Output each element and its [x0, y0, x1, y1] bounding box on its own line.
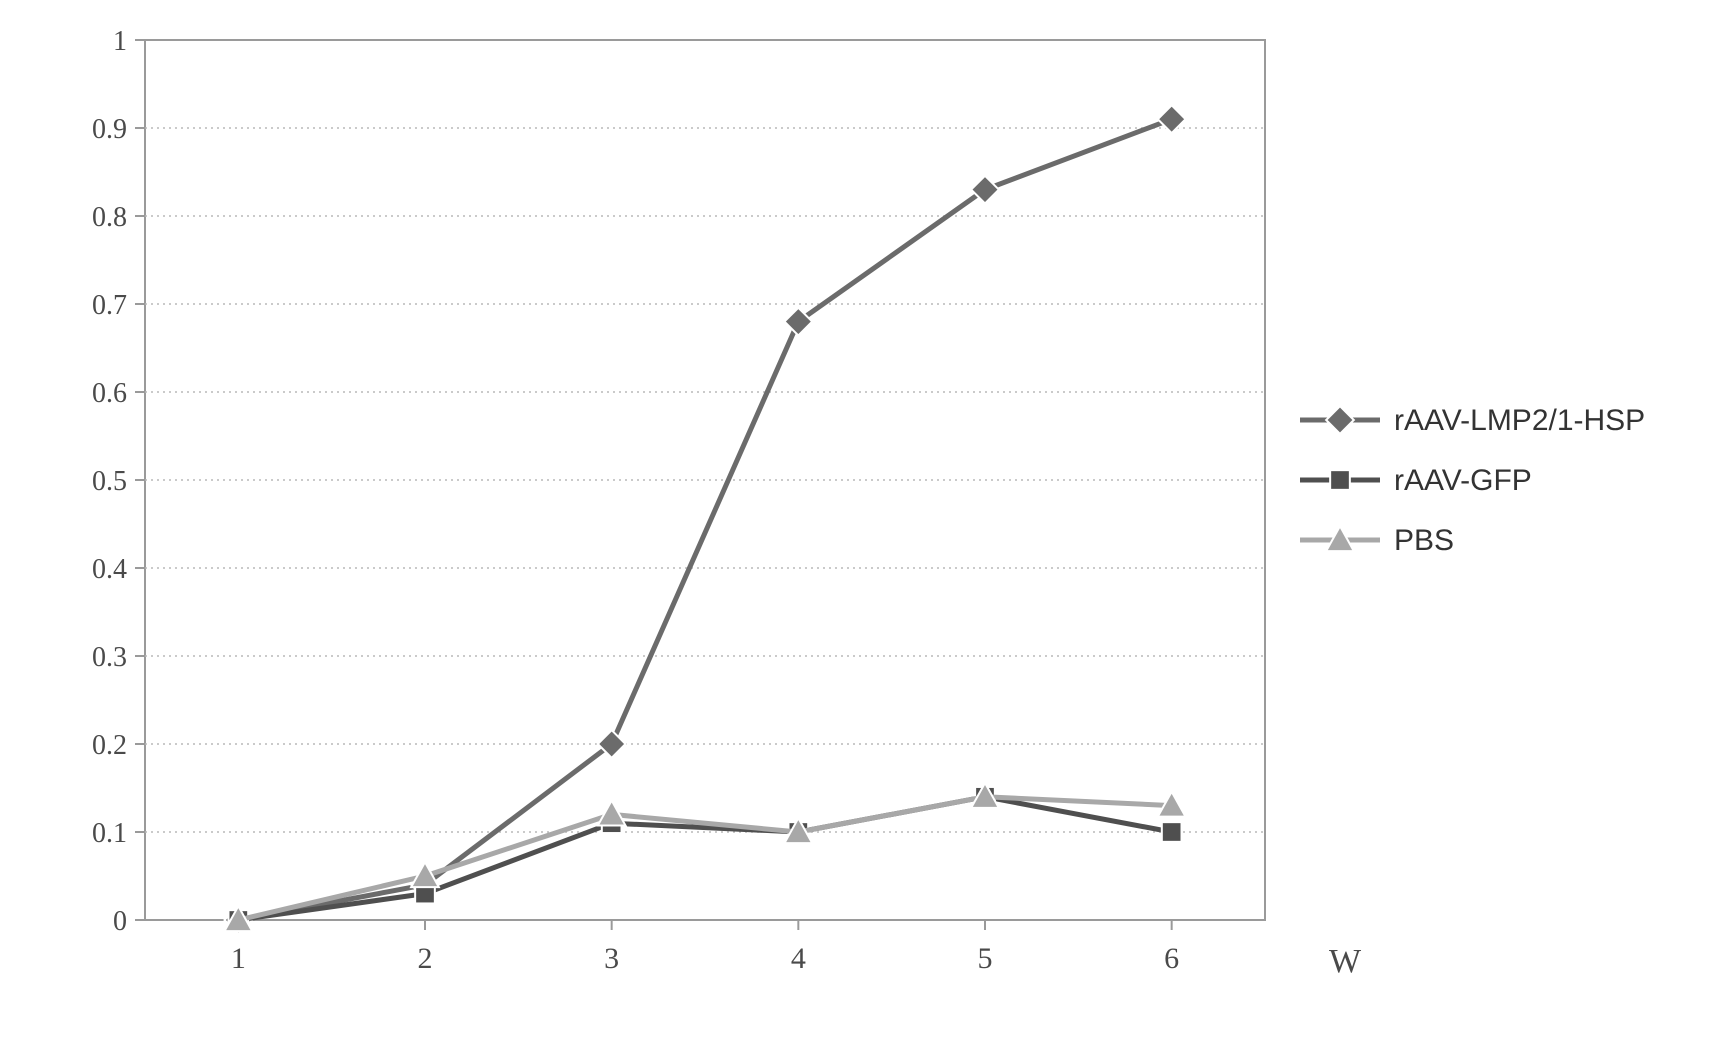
series-line-rAAV-GFP: [238, 797, 1171, 920]
chart-svg: 0 0.1 0.2 0.3 0.4 0.5 0.6 0.7 0.8 0.9 1 1 2 3 4 5 6 WrAAV…: [0, 0, 1734, 1056]
y-tick-label: 0.2: [92, 730, 127, 761]
y-tick-label: 0.5: [92, 466, 127, 497]
line-chart: 0 0.1 0.2 0.3 0.4 0.5 0.6 0.7 0.8 0.9 1 1 2 3 4 5 6 WrAAV…: [0, 0, 1734, 1056]
x-tick-label: 1: [231, 942, 246, 975]
x-tick-label: 2: [418, 942, 433, 975]
y-tick-label: 0.1: [92, 818, 127, 849]
legend-label: PBS: [1394, 524, 1454, 557]
y-tick-label: 0: [113, 906, 127, 937]
x-tick-label: 4: [791, 942, 806, 975]
x-axis-title: W: [1329, 943, 1362, 980]
legend-label: rAAV-GFP: [1394, 464, 1532, 497]
legend-label: rAAV-LMP2/1-HSP: [1394, 404, 1645, 437]
x-tick-label: 3: [604, 942, 619, 975]
y-tick-label: 0.8: [92, 202, 127, 233]
y-tick-label: 0.4: [92, 554, 127, 585]
y-tick-label: 0.7: [92, 290, 127, 321]
y-tick-label: 0.3: [92, 642, 127, 673]
y-tick-label: 1: [113, 26, 127, 57]
x-tick-label: 5: [978, 942, 993, 975]
y-tick-label: 0.9: [92, 114, 127, 145]
x-tick-label: 6: [1164, 942, 1179, 975]
y-tick-label: 0.6: [92, 378, 127, 409]
